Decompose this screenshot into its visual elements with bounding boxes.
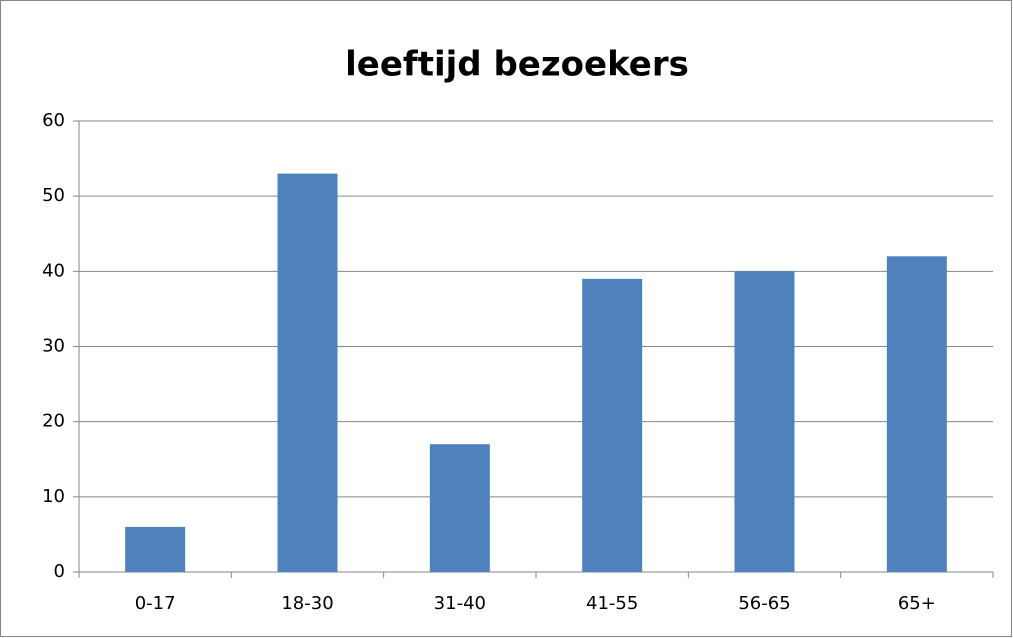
bar: [277, 173, 338, 572]
y-tick-label: 30: [42, 336, 65, 357]
y-tick-label: 0: [54, 561, 65, 582]
y-tick-label: 10: [42, 486, 65, 507]
bar: [734, 271, 795, 572]
y-tick-label: 60: [42, 110, 65, 131]
y-tick-label: 40: [42, 260, 65, 281]
x-tick-label: 0-17: [135, 593, 176, 614]
bar: [886, 256, 947, 572]
chart-title: leeftijd bezoekers: [345, 45, 689, 85]
bar: [125, 526, 186, 572]
x-tick-label: 18-30: [281, 593, 333, 614]
x-tick-label: 56-65: [738, 593, 790, 614]
x-tick-label: 65+: [898, 593, 936, 614]
y-tick-label: 20: [42, 411, 65, 432]
bar: [582, 278, 643, 572]
y-tick-label: 50: [42, 185, 65, 206]
x-tick-label: 41-55: [586, 593, 638, 614]
bar: [429, 444, 490, 572]
x-tick-label: 31-40: [434, 593, 486, 614]
